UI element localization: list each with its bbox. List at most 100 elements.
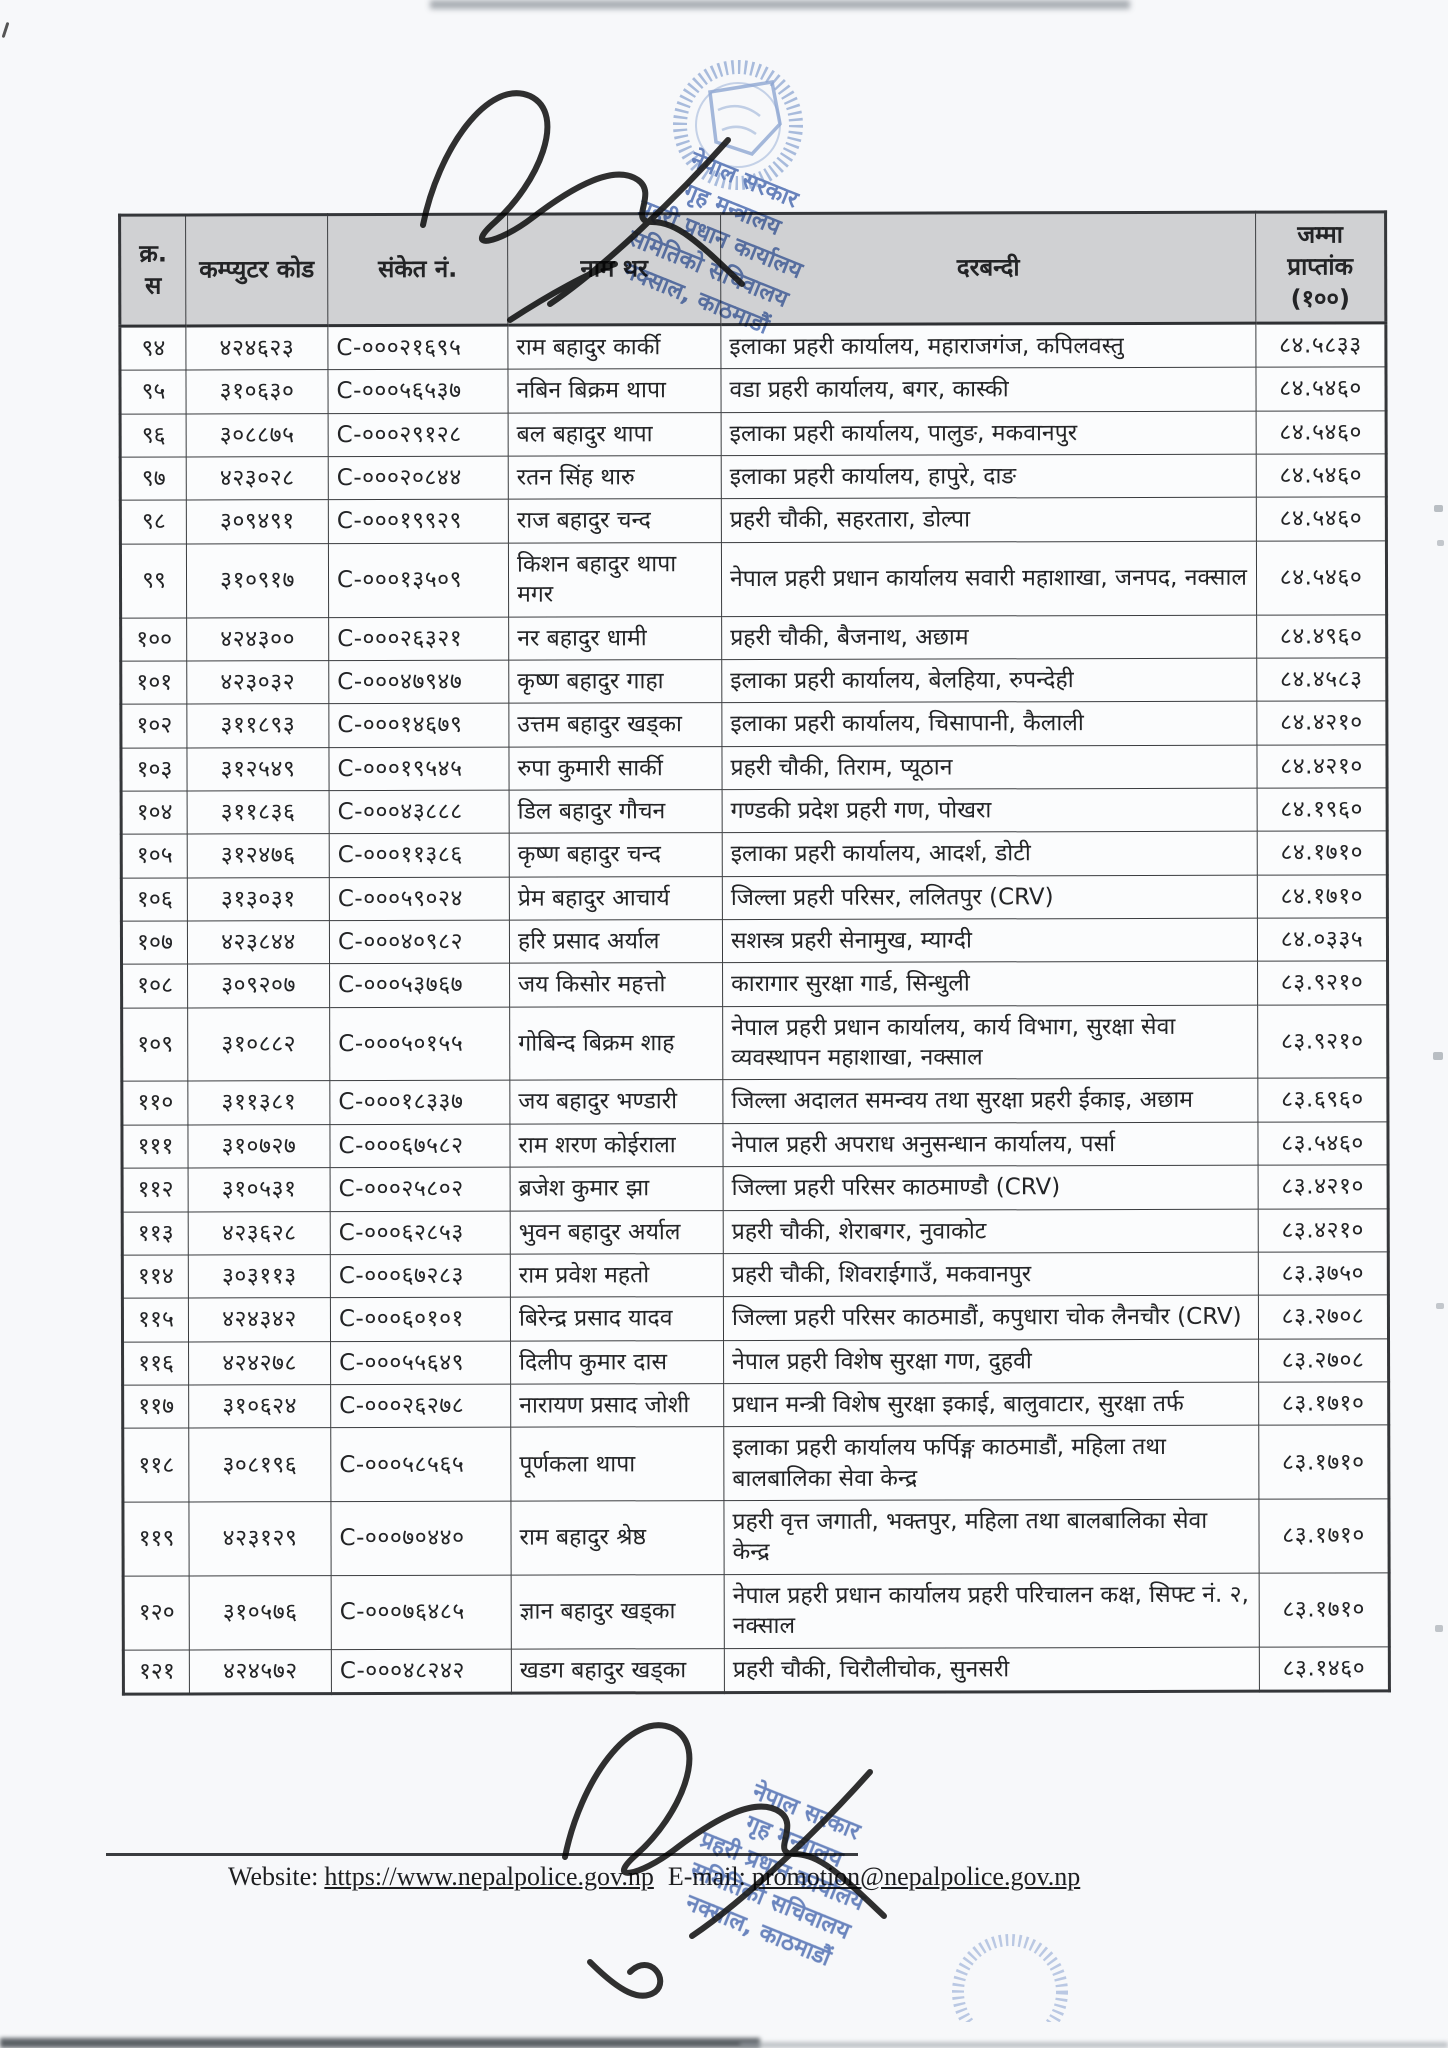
cell-posting: प्रहरी चौकी, सहरतारा, डोल्पा xyxy=(721,497,1257,543)
table-row: १०० ४२४३०० C-०००२६३२१ नर बहादुर धामी प्रहरी … xyxy=(120,614,1387,662)
scan-artifact xyxy=(430,0,1130,9)
cell-posting: इलाका प्रहरी कार्यालय, पालुङ, मकवानपुर xyxy=(721,410,1257,456)
cell-posting: नेपाल प्रहरी प्रधान कार्यालय प्रहरी परिच… xyxy=(724,1572,1260,1649)
scan-artifact xyxy=(1437,540,1444,546)
cell-posting: इलाका प्रहरी कार्यालय, चिसापानी, कैलाली xyxy=(721,701,1257,747)
cell-serial: ११९ xyxy=(122,1502,190,1576)
cell-posting: वडा प्रहरी कार्यालय, बगर, कास्की xyxy=(720,367,1257,413)
cell-name: दिलीप कुमार दास xyxy=(510,1340,724,1385)
cell-posting: प्रहरी वृत्त जगाती, भक्तपुर, महिला तथा ब… xyxy=(723,1499,1260,1575)
table-row: १०७ ४२३८४४ C-०००४०९८२ हरि प्रसाद अर्याल सशस्… xyxy=(121,917,1388,965)
cell-total-marks: ८३.९२१० xyxy=(1257,961,1388,1005)
cell-serial: ९८ xyxy=(120,500,187,544)
footer: Website: https://www.nepalpolice.gov.np E-… xyxy=(228,1862,1328,1892)
cell-computer-code: ४२४३०० xyxy=(186,617,329,661)
cell-serial: १०३ xyxy=(120,747,188,792)
cell-total-marks: ८३.९२१० xyxy=(1257,1004,1388,1079)
cell-serial: ११७ xyxy=(122,1384,189,1429)
cell-name: बल बहादुर थापा xyxy=(508,412,722,457)
cell-posting: प्रहरी चौकी, चिरौलीचोक, सुनसरी xyxy=(724,1646,1260,1693)
cell-symbol-number: C-०००१३५०९ xyxy=(328,542,509,618)
cell-serial: ११४ xyxy=(122,1254,189,1299)
cell-posting: इलाका प्रहरी कार्यालय, बेलहिया, रुपन्देह… xyxy=(721,658,1257,703)
cell-symbol-number: C-०००२५८०२ xyxy=(330,1167,511,1212)
cell-symbol-number: C-०००११३८६ xyxy=(329,833,510,878)
cell-posting: गण्डकी प्रदेश प्रहरी गण, पोखरा xyxy=(722,788,1258,833)
cell-symbol-number: C-०००६२८५३ xyxy=(330,1210,511,1255)
cell-name: नर बहादुर धामी xyxy=(508,616,722,661)
cell-total-marks: ८४.५४६० xyxy=(1256,410,1387,455)
cell-total-marks: ८४.५४६० xyxy=(1256,540,1387,615)
cell-name: गोबिन्द बिक्रम शाह xyxy=(509,1006,723,1081)
cell-name: राम प्रवेश महतो xyxy=(510,1253,724,1298)
cell-serial: ११३ xyxy=(122,1211,189,1256)
cell-posting: कारागार सुरक्षा गार्ड, सिन्धुली xyxy=(722,961,1258,1007)
stamp-line: नक्साल, काठमाडौं xyxy=(681,1888,836,1972)
cell-posting: नेपाल प्रहरी प्रधान कार्यालय सवारी महाशा… xyxy=(721,540,1257,617)
cell-serial: १२१ xyxy=(123,1649,190,1695)
header-computer-code: कम्प्युटर कोड xyxy=(185,214,328,326)
cell-total-marks: ८३.४२१० xyxy=(1258,1165,1389,1209)
cell-total-marks: ८४.४५८३ xyxy=(1256,657,1387,702)
cell-posting: प्रहरी चौकी, तिराम, प्यूठान xyxy=(721,744,1258,790)
cell-posting: इलाका प्रहरी कार्यालय फर्पिङ्ग काठमाडौं,… xyxy=(723,1425,1259,1501)
scan-artifact xyxy=(1436,1303,1444,1309)
cell-serial: १०५ xyxy=(121,834,188,878)
table-row: ९५ ३१०६३० C-०००५६५३७ नबिन बिक्रम थापा वडा प्… xyxy=(119,367,1387,414)
table-row: ११६ ४२४२७८ C-०००५५६४९ दिलीप कुमार दास नेपाल … xyxy=(122,1338,1389,1386)
cell-total-marks: ८३.२७०८ xyxy=(1258,1295,1389,1339)
cell-name: हरि प्रसाद अर्याल xyxy=(509,919,723,964)
cell-name: ज्ञान बहादुर खड्का xyxy=(511,1574,725,1649)
cell-posting: जिल्ला प्रहरी परिसर काठमाडौं, कपुधारा चो… xyxy=(723,1295,1259,1341)
cell-posting: जिल्ला प्रहरी परिसर, ललितपुर (CRV) xyxy=(722,874,1258,920)
cell-computer-code: ३१०९१७ xyxy=(186,543,329,618)
table-row: ११३ ४२३६२८ C-०००६२८५३ भुवन बहादुर अर्याल प्र… xyxy=(122,1208,1389,1256)
cell-name: पूर्णकला थापा xyxy=(510,1426,724,1502)
scan-artifact xyxy=(1435,1625,1443,1632)
table-row: ११० ३११३८१ C-०००१८३३७ जय बहादुर भण्डारी जिल्… xyxy=(121,1078,1388,1125)
table-row: १११ ३१०७२७ C-०००६७५८२ राम शरण कोईराला नेपाल … xyxy=(121,1121,1389,1169)
cell-computer-code: ४२३१२९ xyxy=(188,1501,332,1576)
website-link[interactable]: https://www.nepalpolice.gov.np xyxy=(324,1862,654,1891)
cell-serial: ९५ xyxy=(119,370,187,414)
cell-serial: १०९ xyxy=(121,1007,188,1082)
cell-serial: १०८ xyxy=(121,964,188,1008)
cell-total-marks: ८३.१७१० xyxy=(1258,1381,1389,1426)
table-row: ९७ ४२३०२८ C-०००२०८४४ रतन सिंह थारु इलाका प्र… xyxy=(120,453,1387,501)
cell-name: रुपा कुमारी सार्की xyxy=(508,746,723,791)
cell-computer-code: ३१०६२४ xyxy=(188,1384,331,1429)
cell-posting: जिल्ला प्रहरी परिसर काठमाण्डौ (CRV) xyxy=(723,1165,1259,1211)
email-label: E-mail: xyxy=(667,1862,746,1891)
cell-symbol-number: C-०००६७५८२ xyxy=(329,1123,511,1168)
table-row: ११२ ३१०५३१ C-०००२५८०२ ब्रजेश कुमार झा जिल्ला… xyxy=(122,1165,1389,1212)
table-row: १०३ ३१२५४९ C-०००१९५४५ रुपा कुमारी सार्की प्र… xyxy=(120,744,1388,792)
table-row: १०४ ३११८३६ C-०००४३८८८ डिल बहादुर गौचन गण्डकी… xyxy=(121,787,1388,835)
cell-total-marks: ८३.१७१० xyxy=(1259,1572,1390,1647)
cell-symbol-number: C-०००१९५४५ xyxy=(328,746,510,791)
cell-name: कृष्ण बहादुर गाहा xyxy=(508,659,722,704)
cell-name: रतन सिंह थारु xyxy=(508,455,722,500)
email-link[interactable]: promotion@nepalpolice.gov.np xyxy=(751,1862,1081,1891)
header-name: नाम थर xyxy=(507,213,721,326)
cell-posting: इलाका प्रहरी कार्यालय, महाराजगंज, कपिलवस… xyxy=(720,323,1256,369)
table-header-row: क्र. स कम्प्युटर कोड संकेत नं. नाम थर दर… xyxy=(119,211,1386,327)
cell-total-marks: ८३.५४६० xyxy=(1257,1121,1389,1166)
cell-posting: जिल्ला अदालत समन्वय तथा सुरक्षा प्रहरी ई… xyxy=(722,1078,1258,1124)
cell-total-marks: ८४.४२१० xyxy=(1256,744,1388,789)
cell-computer-code: ३१०५३१ xyxy=(188,1167,331,1212)
cell-serial: ११० xyxy=(121,1081,188,1125)
cell-total-marks: ८४.५८३३ xyxy=(1255,322,1386,368)
table-row: १०२ ३११८९३ C-०००१४६७९ उत्तम बहादुर खड्का इला… xyxy=(120,701,1387,748)
cell-name: उत्तम बहादुर खड्का xyxy=(508,702,722,747)
cell-symbol-number: C-०००५८५६५ xyxy=(330,1427,511,1502)
cell-computer-code: ४२४३४२ xyxy=(188,1297,331,1342)
cell-posting: सशस्त्र प्रहरी सेनामुख, म्याग्दी xyxy=(722,918,1258,963)
cell-symbol-number: C-०००२०८४४ xyxy=(328,456,509,501)
cell-total-marks: ८४.१७१० xyxy=(1257,831,1388,875)
cell-name: खडग बहादुर खड्का xyxy=(511,1648,725,1693)
cell-serial: ९७ xyxy=(120,457,187,501)
cell-serial: ११६ xyxy=(122,1341,189,1386)
cell-symbol-number: C-०००१४६७९ xyxy=(328,703,509,748)
cell-total-marks: ८३.३७५० xyxy=(1258,1251,1389,1296)
cell-serial: ११८ xyxy=(122,1428,189,1503)
